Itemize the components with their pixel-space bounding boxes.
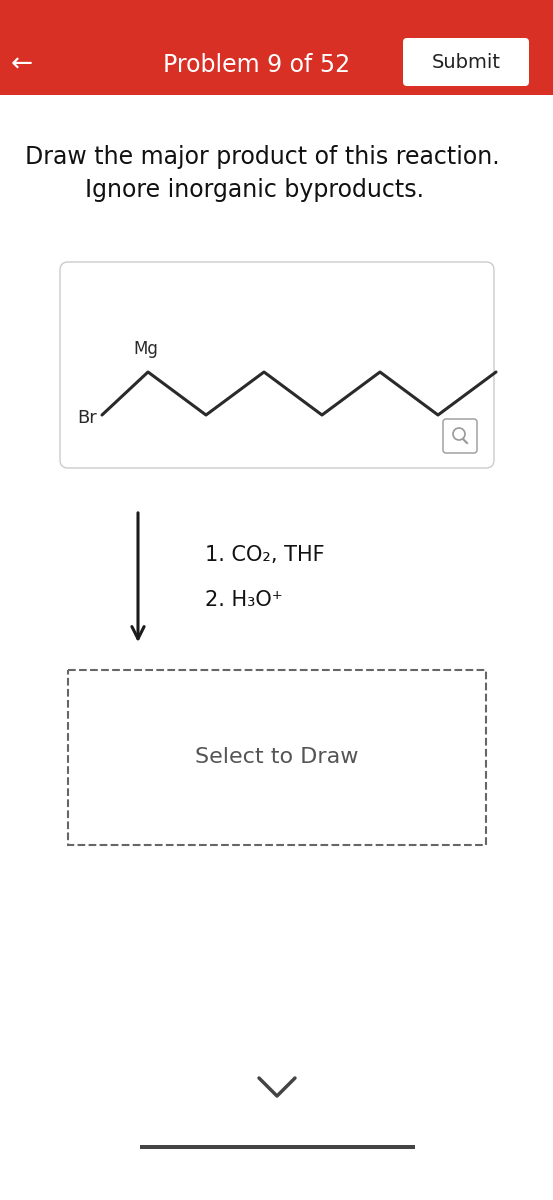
Text: Draw the major product of this reaction.: Draw the major product of this reaction. [25, 145, 499, 169]
Text: ←: ← [11, 52, 33, 78]
FancyBboxPatch shape [60, 262, 494, 468]
Bar [0, 0, 553, 95]
Text: Br: Br [77, 409, 97, 427]
Text: 2. H₃O⁺: 2. H₃O⁺ [205, 590, 283, 610]
Text: Mg: Mg [134, 340, 159, 358]
Text: 1. CO₂, THF: 1. CO₂, THF [205, 545, 325, 565]
Text: Select to Draw: Select to Draw [195, 746, 359, 767]
FancyBboxPatch shape [68, 670, 486, 845]
Text: Problem 9 of 52: Problem 9 of 52 [163, 53, 350, 77]
Text: Submit: Submit [431, 53, 500, 72]
Text: Ignore inorganic byproducts.: Ignore inorganic byproducts. [85, 178, 424, 202]
FancyBboxPatch shape [403, 38, 529, 86]
FancyBboxPatch shape [443, 419, 477, 452]
Bar [140, 1145, 415, 1150]
